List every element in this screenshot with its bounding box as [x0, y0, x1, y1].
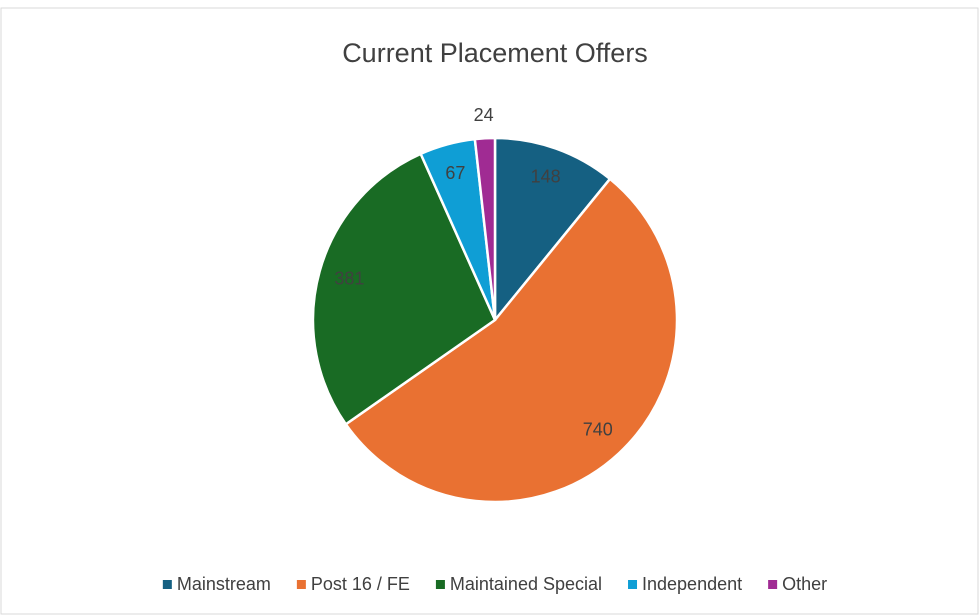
pie-slice: [344, 177, 679, 504]
legend-marker: [296, 580, 306, 589]
legend-label: Independent: [642, 574, 742, 594]
legend-label: Post 16 / FE: [311, 574, 410, 594]
chart-title: Current Placement Offers: [342, 38, 648, 68]
pie-slice: [473, 136, 497, 321]
legend-marker: [162, 580, 172, 589]
legend-marker: [628, 580, 638, 589]
pie-slice: [493, 136, 612, 324]
data-label: 24: [474, 105, 494, 125]
pie-slice: [311, 152, 497, 426]
legend-marker: [768, 580, 778, 589]
data-label: 148: [531, 166, 561, 186]
legend-label: Other: [782, 574, 827, 594]
legend-marker: [435, 580, 445, 589]
data-label: 67: [445, 163, 465, 183]
legend-label: Maintained Special: [450, 574, 602, 594]
data-label: 740: [583, 419, 613, 439]
data-label: 381: [334, 268, 364, 288]
legend-label: Mainstream: [177, 574, 271, 594]
